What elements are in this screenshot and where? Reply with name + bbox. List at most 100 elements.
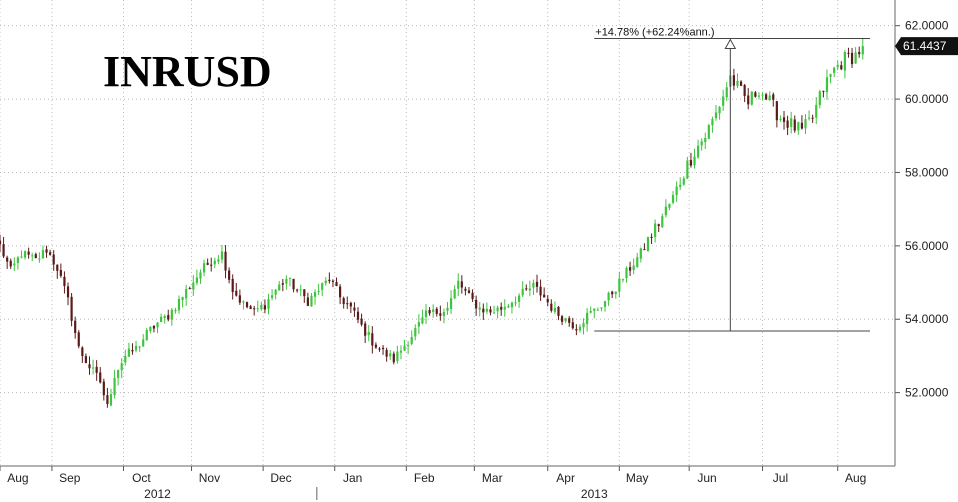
candle-body (442, 311, 446, 317)
candle-body (77, 332, 80, 347)
x-tick-label: Feb (414, 471, 435, 485)
candle-body (757, 95, 761, 97)
candle-body (671, 194, 675, 203)
candle-body (485, 308, 488, 312)
candle-body (163, 315, 166, 318)
candle-body (586, 312, 589, 325)
candle-body (546, 298, 549, 303)
candle-body (518, 295, 521, 302)
candle-body (231, 278, 234, 293)
candle-body (306, 297, 309, 306)
candle-body (825, 77, 829, 93)
candle-body (160, 316, 163, 323)
candle-body (446, 307, 449, 311)
candle-body (263, 305, 267, 310)
candle-body (578, 326, 582, 331)
candle-body (700, 141, 703, 146)
candle-body (210, 264, 213, 266)
candle-body (324, 280, 327, 284)
candle-body (364, 323, 367, 336)
candle-body (697, 145, 700, 158)
candle-body (381, 347, 385, 350)
candle-body (177, 298, 181, 311)
candle-body (543, 294, 546, 298)
candle-body (639, 248, 642, 259)
candle-body (224, 251, 227, 271)
candle-body (335, 281, 338, 287)
candle-body (636, 257, 639, 267)
candle-body (106, 395, 109, 405)
candle-body (20, 256, 23, 258)
candle-body (102, 381, 105, 396)
candle-body (31, 255, 34, 257)
candle-body (736, 80, 739, 86)
candle-body (339, 286, 342, 298)
candle-body (432, 309, 435, 313)
candle-body (235, 290, 238, 296)
candle-body (99, 372, 102, 383)
candle-body (850, 52, 854, 65)
candle-body (313, 292, 317, 297)
candle-body (492, 312, 496, 314)
candle-body (138, 346, 141, 348)
y-tick-label: 60.0000 (905, 92, 949, 106)
candle-body (317, 290, 320, 292)
candle-body (174, 309, 177, 312)
candle-body (589, 310, 592, 313)
candle-body (396, 351, 399, 362)
candle-body (775, 101, 778, 121)
candle-body (288, 277, 292, 279)
candle-body (650, 236, 653, 239)
candle-body (646, 237, 650, 252)
candle-body (500, 306, 503, 310)
x-tick-label: Jun (697, 471, 716, 485)
candle-body (861, 46, 864, 55)
candle-body (260, 304, 263, 310)
candle-body (507, 305, 510, 308)
candle-body (256, 308, 259, 310)
candle-body (410, 336, 413, 344)
candle-body (109, 394, 113, 406)
candle-body (59, 269, 62, 276)
candle-body (70, 296, 73, 321)
candle-body (732, 75, 735, 86)
candle-body (772, 94, 775, 100)
candle-body (403, 345, 406, 351)
candle-body (156, 322, 159, 328)
candle-body (296, 289, 299, 291)
candle-body (765, 94, 768, 100)
candle-body (274, 289, 277, 295)
candle-body (217, 259, 220, 262)
x-tick-label: Nov (199, 471, 220, 485)
candle-body (152, 325, 156, 329)
candle-body (840, 65, 843, 70)
year-label: 2013 (581, 487, 608, 501)
candle-body (747, 95, 750, 105)
candle-body (91, 367, 95, 369)
candle-body (668, 203, 671, 208)
candle-body (331, 280, 335, 282)
candle-body (213, 260, 216, 265)
candle-body (564, 318, 567, 322)
candle-body (349, 302, 352, 307)
candle-body (711, 118, 714, 126)
candle-body (63, 276, 66, 287)
candle-body (249, 306, 252, 310)
candle-body (704, 137, 707, 143)
candle-body (786, 120, 789, 128)
candle-body (815, 104, 818, 118)
candle-body (575, 328, 578, 331)
candle-body (847, 52, 850, 54)
candle-body (38, 258, 41, 260)
candle-body (664, 206, 667, 216)
candle-body (611, 291, 614, 295)
candle-body (782, 117, 786, 122)
y-tick-label: 52.0000 (905, 386, 949, 400)
candle-body (707, 125, 710, 139)
candle-body (689, 160, 693, 166)
candle-body (145, 330, 148, 341)
candle-body (550, 303, 553, 311)
candle-body (790, 118, 793, 128)
candle-body (346, 303, 349, 305)
